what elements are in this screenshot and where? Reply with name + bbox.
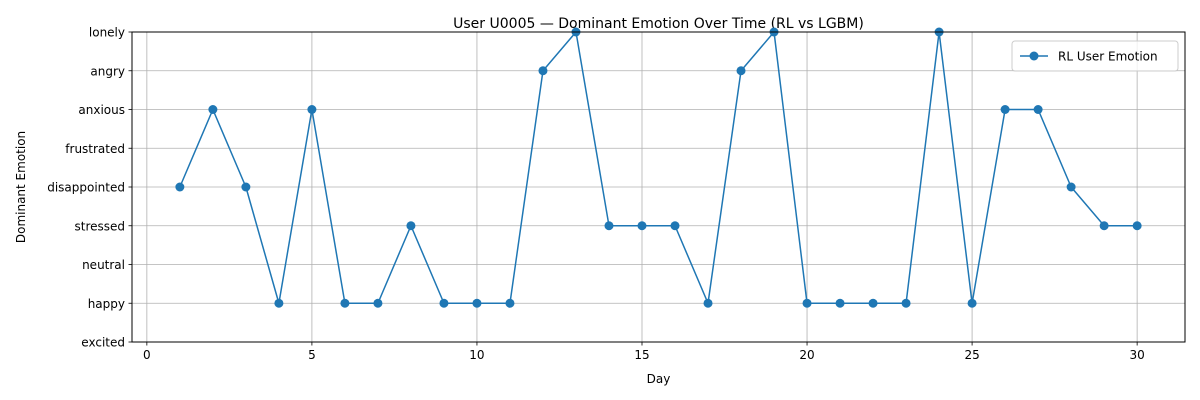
series-line (179, 31, 1138, 304)
series-layer (175, 27, 1142, 308)
x-tick-label: 5 (308, 348, 316, 362)
y-tick-label: angry (90, 64, 125, 78)
data-point (505, 298, 515, 308)
data-point (637, 221, 647, 231)
x-tick-label: 20 (799, 348, 814, 362)
y-axis-title: Dominant Emotion (14, 131, 28, 243)
legend: RL User Emotion (1011, 40, 1179, 72)
data-point (802, 298, 812, 308)
y-tick-label: excited (81, 336, 125, 350)
data-point (406, 221, 416, 231)
data-point (175, 182, 185, 192)
data-point (472, 298, 482, 308)
data-point (274, 298, 284, 308)
x-tick-label: 0 (143, 348, 151, 362)
data-point (736, 66, 746, 76)
data-point (703, 298, 713, 308)
x-tick-label: 15 (634, 348, 649, 362)
legend-box (1011, 40, 1179, 72)
data-point (835, 298, 845, 308)
data-point (1099, 221, 1109, 231)
data-point (967, 298, 977, 308)
data-point (604, 221, 614, 231)
legend-label: RL User Emotion (1058, 50, 1158, 64)
y-tick-label: stressed (74, 219, 125, 233)
chart-title: User U0005 — Dominant Emotion Over Time … (453, 16, 864, 32)
y-tick-label: anxious (78, 103, 125, 117)
y-tick-label: disappointed (47, 181, 125, 195)
data-point (1000, 105, 1010, 114)
data-point (868, 298, 878, 308)
y-tick-label: frustrated (65, 142, 125, 156)
data-point (241, 182, 251, 192)
data-point (208, 105, 218, 114)
data-point (1066, 182, 1076, 192)
y-tick-label: lonely (89, 26, 125, 40)
data-point (439, 298, 449, 308)
ticks: 0 5 10 15 20 25 30 excited happy neutral stressed d… (47, 26, 1145, 363)
data-point (340, 298, 350, 308)
data-point (538, 66, 548, 76)
x-tick-label: 10 (469, 348, 484, 362)
y-tick-label: neutral (82, 258, 125, 272)
x-tick-label: 30 (1129, 348, 1144, 362)
y-tick-label: happy (88, 297, 125, 311)
data-point (373, 298, 383, 308)
data-point (307, 105, 317, 114)
data-point (670, 221, 680, 231)
legend-marker-swatch (1029, 51, 1039, 61)
data-point (1132, 221, 1142, 231)
data-point (901, 298, 911, 308)
data-point (1033, 105, 1043, 114)
x-tick-label: 25 (964, 348, 979, 362)
x-axis-title: Day (647, 372, 671, 386)
